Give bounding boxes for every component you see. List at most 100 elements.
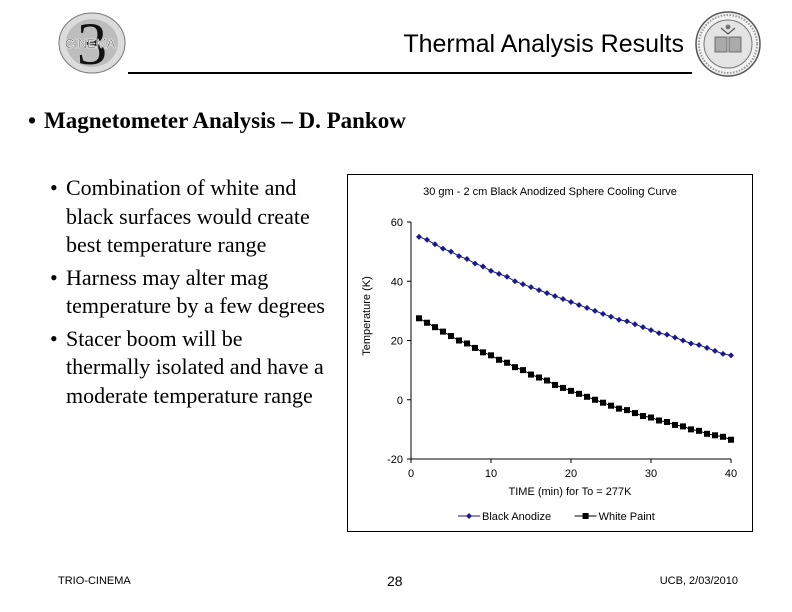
data-point — [480, 349, 486, 356]
series-line-0 — [418, 236, 732, 356]
data-point — [432, 324, 438, 331]
data-point — [688, 426, 694, 433]
bullet-icon: • — [50, 264, 58, 290]
x-tick-label: 0 — [408, 468, 414, 480]
data-point — [584, 393, 590, 400]
data-point — [648, 414, 654, 421]
data-point — [576, 390, 582, 397]
plot-area: -20 0 20 40 60 0 10 20 30 40 — [387, 217, 737, 480]
data-point — [464, 256, 470, 263]
data-point — [616, 316, 622, 323]
data-point — [520, 281, 526, 288]
bullet-item: • Harness may alter mag temperature by a … — [50, 264, 326, 321]
data-point — [592, 307, 598, 314]
legend-label: Black Anodize — [482, 511, 551, 523]
data-point — [440, 328, 446, 335]
data-point — [680, 337, 686, 344]
bullet-icon: • — [50, 175, 58, 200]
data-point — [480, 263, 486, 270]
data-point — [664, 418, 670, 425]
data-point — [624, 407, 630, 414]
data-point — [504, 273, 510, 280]
data-point — [608, 402, 614, 409]
data-point — [432, 241, 438, 248]
data-point — [528, 371, 534, 378]
legend-label: White Paint — [599, 511, 655, 523]
university-seal-logo — [694, 10, 762, 78]
data-point — [704, 344, 710, 351]
data-point — [600, 310, 606, 317]
data-point — [464, 340, 470, 347]
data-point — [592, 396, 598, 403]
data-point — [416, 233, 422, 240]
data-point — [536, 287, 542, 294]
chart-svg: 30 gm - 2 cm Black Anodized Sphere Cooli… — [361, 186, 737, 523]
section-heading-text: Magnetometer Analysis – D. Pankow — [44, 108, 406, 133]
footer-project: TRIO-CINEMA — [58, 575, 131, 587]
data-point — [552, 381, 558, 388]
x-tick-label: 10 — [485, 468, 497, 480]
data-point — [488, 267, 494, 274]
data-point — [608, 313, 614, 320]
data-point — [496, 270, 502, 277]
data-point — [624, 318, 630, 325]
bullet-icon: • — [28, 108, 37, 133]
data-point — [600, 399, 606, 406]
data-point — [632, 321, 638, 328]
data-point — [544, 377, 550, 384]
logo-text: CINEMA — [65, 36, 116, 51]
chart-x-axis-label: TIME (min) for To = 277K — [509, 486, 633, 498]
data-point — [552, 293, 558, 300]
chart-y-axis-label: Temperature (K) — [361, 276, 373, 355]
data-point — [416, 315, 422, 322]
bullet-item: • Stacer boom will be thermally isolated … — [50, 325, 326, 411]
data-point — [512, 278, 518, 285]
data-point — [712, 432, 718, 439]
data-point — [544, 290, 550, 297]
data-point — [696, 427, 702, 434]
data-point — [472, 260, 478, 267]
section-heading: • Magnetometer Analysis – D. Pankow — [28, 108, 406, 134]
y-tick-label: -20 — [387, 454, 403, 466]
data-point — [440, 245, 446, 252]
bullet-list: • Combination of white and black surfaces… — [50, 174, 326, 414]
bullet-text: Harness may alter mag temperature by a f… — [66, 264, 325, 319]
bullet-text: Combination of white and black surfaces … — [66, 175, 310, 257]
data-point — [560, 296, 566, 303]
data-point — [568, 387, 574, 394]
x-tick-label: 30 — [645, 468, 657, 480]
data-point — [632, 410, 638, 417]
data-point — [448, 248, 454, 255]
chart-legend: Black Anodize White Paint — [458, 511, 655, 523]
data-point — [656, 417, 662, 424]
data-point — [424, 319, 430, 326]
data-point — [536, 374, 542, 381]
bullet-icon: • — [50, 325, 58, 351]
data-point — [424, 236, 430, 243]
title-divider — [128, 72, 692, 74]
data-point — [704, 430, 710, 437]
data-point — [456, 253, 462, 260]
y-tick-label: 40 — [391, 276, 403, 288]
data-point — [472, 344, 478, 351]
data-point — [648, 327, 654, 334]
cinema-logo: 3 CINEMA — [56, 10, 128, 77]
cooling-curve-chart: 30 gm - 2 cm Black Anodized Sphere Cooli… — [347, 174, 753, 532]
y-tick-label: 0 — [397, 395, 403, 407]
page-number: 28 — [387, 573, 403, 589]
data-point — [488, 352, 494, 359]
legend-marker — [582, 513, 589, 519]
data-point — [656, 330, 662, 337]
data-point — [520, 367, 526, 374]
data-point — [688, 340, 694, 347]
data-point — [640, 324, 646, 331]
legend-marker — [466, 513, 472, 519]
data-point — [496, 356, 502, 363]
data-point — [728, 436, 734, 443]
data-point — [568, 298, 574, 305]
x-tick-label: 40 — [725, 468, 737, 480]
data-point — [512, 364, 518, 371]
slide-title: Thermal Analysis Results — [403, 30, 684, 58]
x-tick-label: 20 — [565, 468, 577, 480]
data-point — [640, 413, 646, 420]
